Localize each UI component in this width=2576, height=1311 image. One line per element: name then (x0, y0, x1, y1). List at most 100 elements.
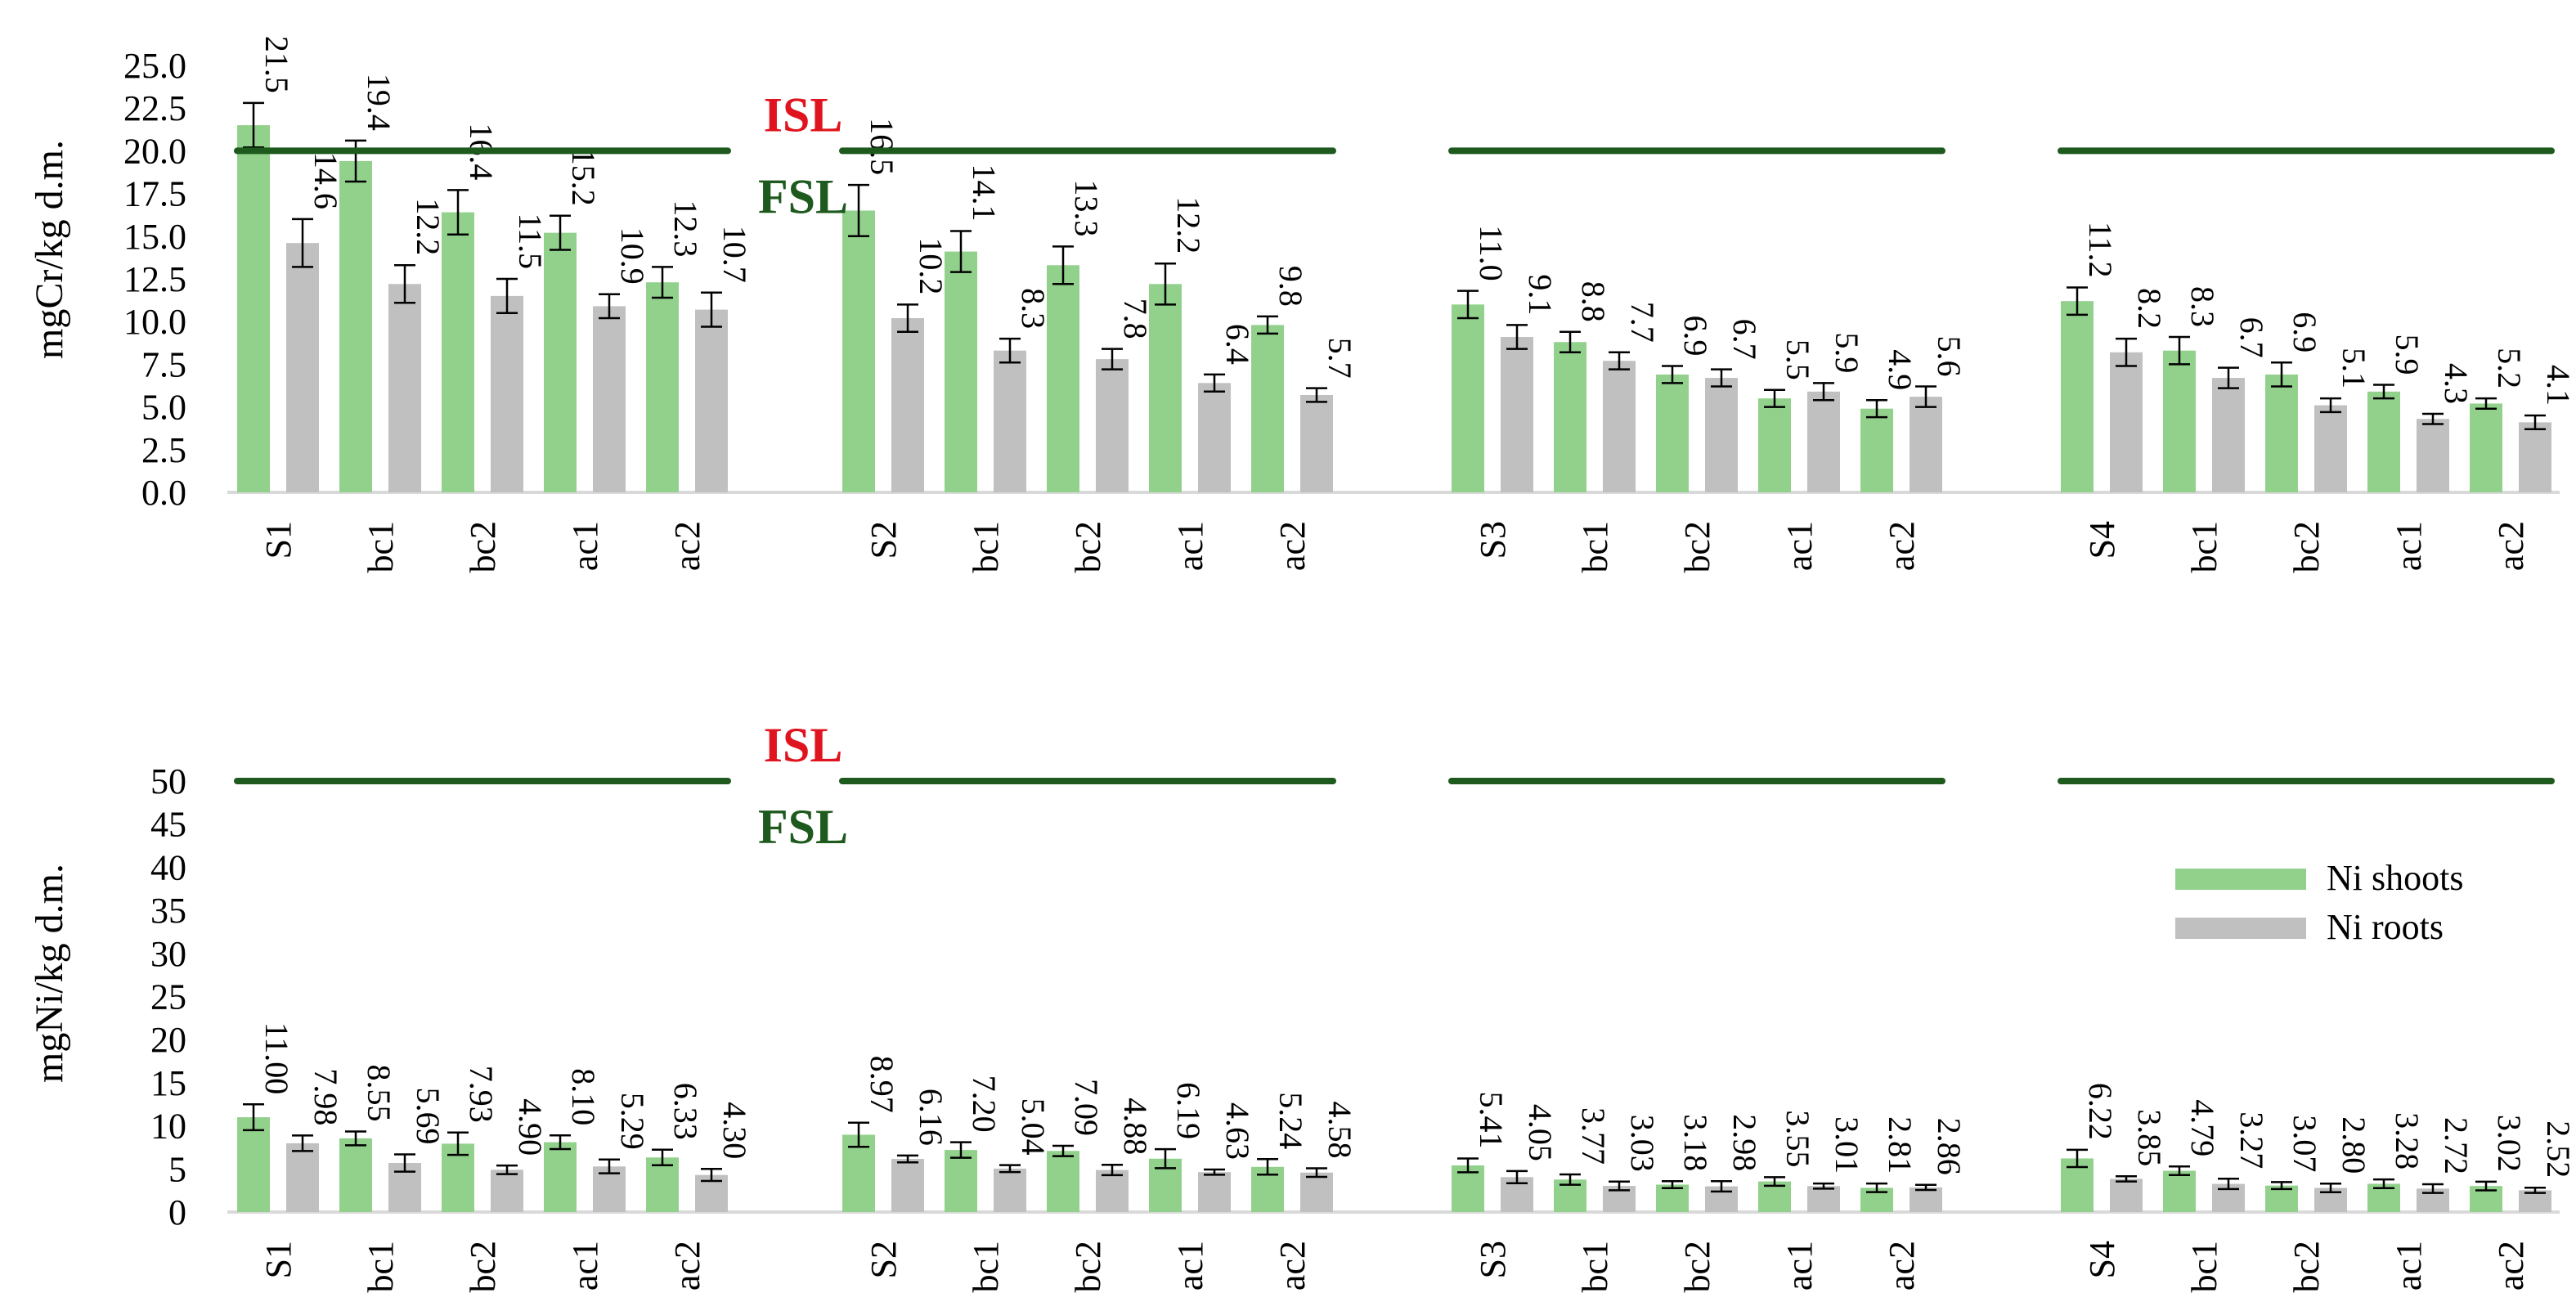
error-bar-roots (2422, 1183, 2444, 1194)
y-tick-label: 15.0 (123, 217, 186, 257)
error-bar-shoots (2271, 1181, 2292, 1191)
bar-shoots (237, 125, 270, 492)
error-bar-roots (2218, 1177, 2239, 1191)
bar-roots (2212, 378, 2245, 492)
data-label-roots: 3.03 (1624, 1115, 1661, 1172)
data-label-shoots: 6.19 (1170, 1082, 1207, 1139)
error-bar-roots (599, 1158, 620, 1174)
bar-roots (2519, 1190, 2551, 1212)
error-bar-shoots (2271, 361, 2292, 388)
y-tick-label: 45 (150, 805, 186, 845)
x-category-label: S4 (2082, 521, 2122, 559)
data-label-roots: 5.04 (1015, 1098, 1052, 1156)
data-label-roots: 10.9 (614, 227, 651, 285)
ni-y-axis-label: mgNi/kg d.m. (28, 864, 71, 1083)
error-bar-roots (292, 1134, 313, 1152)
error-bar-shoots (550, 1134, 571, 1151)
legend-swatch-shoots (2175, 869, 2306, 890)
y-tick-label: 12.5 (123, 259, 186, 299)
y-tick-label: 2.5 (141, 430, 186, 470)
y-tick-label: 5 (168, 1149, 186, 1189)
bar-shoots (544, 232, 577, 492)
y-tick-label: 35 (150, 891, 186, 931)
data-label-roots: 2.98 (1726, 1114, 1763, 1171)
error-bar-roots (897, 1154, 918, 1164)
error-bar-roots (394, 264, 415, 304)
error-bar-shoots (1155, 1147, 1176, 1170)
data-label-shoots: 3.28 (2389, 1112, 2426, 1170)
error-bar-shoots (243, 1103, 264, 1132)
data-label-shoots: 12.2 (1170, 196, 1207, 254)
x-category-label: ac2 (667, 1241, 707, 1291)
error-bar-shoots (2373, 384, 2394, 400)
error-bar-shoots (2067, 286, 2088, 317)
error-bar-shoots (1560, 1173, 1581, 1186)
bar-shoots (2163, 350, 2196, 492)
x-category-label: S2 (864, 521, 904, 559)
bar-roots (1096, 1170, 1129, 1212)
data-label-shoots: 7.93 (463, 1066, 500, 1123)
data-label-shoots: 5.41 (1473, 1092, 1510, 1149)
data-label-shoots: 8.97 (864, 1056, 900, 1113)
x-category-label: bc1 (2184, 1241, 2224, 1293)
data-label-shoots: 11.0 (1473, 225, 1510, 281)
data-label-shoots: 3.55 (1779, 1110, 1816, 1167)
y-tick-label: 17.5 (123, 174, 186, 214)
error-bar-roots (1102, 348, 1123, 370)
x-category-label: bc1 (361, 521, 401, 573)
error-bar-shoots (1866, 398, 1887, 419)
x-category-label: ac2 (1272, 1241, 1313, 1291)
data-label-shoots: 15.2 (565, 149, 602, 206)
bar-roots (1501, 336, 1533, 492)
error-bar-shoots (345, 1130, 366, 1147)
data-label-shoots: 5.24 (1272, 1092, 1309, 1149)
x-category-label: bc2 (463, 521, 503, 573)
data-label-shoots: 16.5 (864, 118, 900, 175)
x-category-label: bc1 (966, 521, 1006, 573)
data-label-shoots: 6.9 (1677, 315, 1714, 356)
bar-roots (1096, 359, 1129, 492)
error-bar-roots (1915, 1183, 1936, 1192)
error-bar-shoots (652, 1148, 673, 1167)
x-category-label: ac1 (565, 1241, 605, 1291)
y-tick-label: 30 (150, 934, 186, 974)
data-label-roots: 3.85 (2131, 1109, 2168, 1166)
data-label-shoots: 3.02 (2491, 1115, 2528, 1172)
x-category-label: ac1 (565, 521, 605, 571)
legend-label-roots: Ni roots (2327, 907, 2444, 947)
error-bar-roots (1915, 385, 1936, 408)
x-category-label: ac2 (1882, 1241, 1922, 1291)
bar-shoots (1251, 325, 1284, 492)
bar-roots (1705, 378, 1738, 492)
data-label-roots: 7.7 (1624, 302, 1661, 343)
data-label-roots: 2.72 (2438, 1117, 2475, 1174)
bar-shoots (1452, 304, 1484, 492)
bar-roots (891, 318, 924, 492)
bar-shoots (2061, 301, 2094, 492)
data-label-roots: 4.3 (2438, 363, 2475, 404)
data-label-shoots: 7.09 (1068, 1079, 1105, 1136)
y-tick-label: 0 (168, 1192, 186, 1232)
error-bar-shoots (2475, 1180, 2497, 1192)
bar-shoots (646, 1157, 679, 1212)
data-label-roots: 3.27 (2233, 1111, 2270, 1169)
bar-shoots (945, 251, 977, 492)
data-label-roots: 10.2 (913, 237, 949, 294)
error-bar-shoots (950, 1141, 972, 1159)
error-bar-shoots (1662, 1180, 1683, 1189)
y-tick-label: 40 (150, 847, 186, 887)
bar-roots (491, 295, 523, 492)
data-label-shoots: 5.5 (1779, 339, 1816, 380)
bar-shoots (2367, 391, 2400, 492)
data-label-shoots: 19.4 (361, 74, 397, 131)
data-label-roots: 6.16 (913, 1089, 949, 1146)
x-category-label: ac2 (1882, 521, 1922, 571)
x-category-label: bc1 (1575, 1241, 1615, 1293)
y-tick-label: 25.0 (123, 46, 186, 86)
bar-roots (1198, 1172, 1231, 1212)
legend-label-shoots: Ni shoots (2327, 858, 2463, 898)
data-label-roots: 8.3 (1015, 288, 1052, 329)
y-tick-label: 0.0 (141, 473, 186, 513)
bar-roots (1807, 1186, 1840, 1212)
